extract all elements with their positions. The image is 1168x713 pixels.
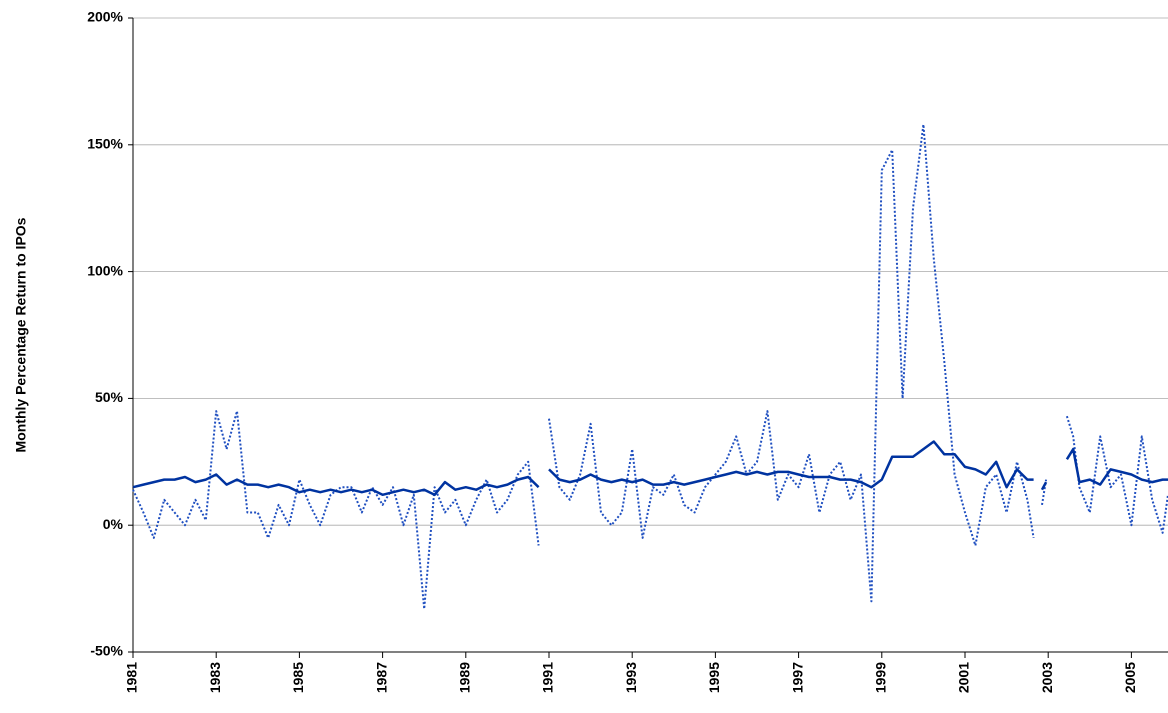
y-tick-label: 100% (87, 262, 123, 278)
series-line (132, 440, 1168, 497)
x-tick-label: 1985 (290, 662, 306, 693)
y-tick-label: 200% (87, 9, 123, 25)
x-tick-label: 1981 (124, 662, 140, 693)
x-tick-label: 1989 (457, 662, 473, 693)
y-tick-label: 50% (95, 389, 124, 405)
x-tick-label: 1993 (623, 662, 639, 693)
x-tick-label: 2003 (1039, 662, 1055, 693)
x-tick-label: 2005 (1122, 662, 1138, 693)
x-tick-label: 1999 (872, 662, 888, 693)
x-tick-label: 1983 (207, 662, 223, 693)
series-line (132, 123, 1168, 610)
y-tick-label: 150% (87, 136, 123, 152)
x-tick-label: 2001 (956, 662, 972, 693)
x-tick-label: 1995 (706, 662, 722, 693)
x-tick-label: 1991 (540, 662, 556, 693)
y-axis-label: Monthly Percentage Return to IPOs (13, 217, 29, 452)
x-tick-label: 1997 (789, 662, 805, 693)
x-tick-label: 1987 (373, 662, 389, 693)
y-tick-label: 0% (103, 516, 124, 532)
y-tick-label: -50% (90, 643, 123, 659)
